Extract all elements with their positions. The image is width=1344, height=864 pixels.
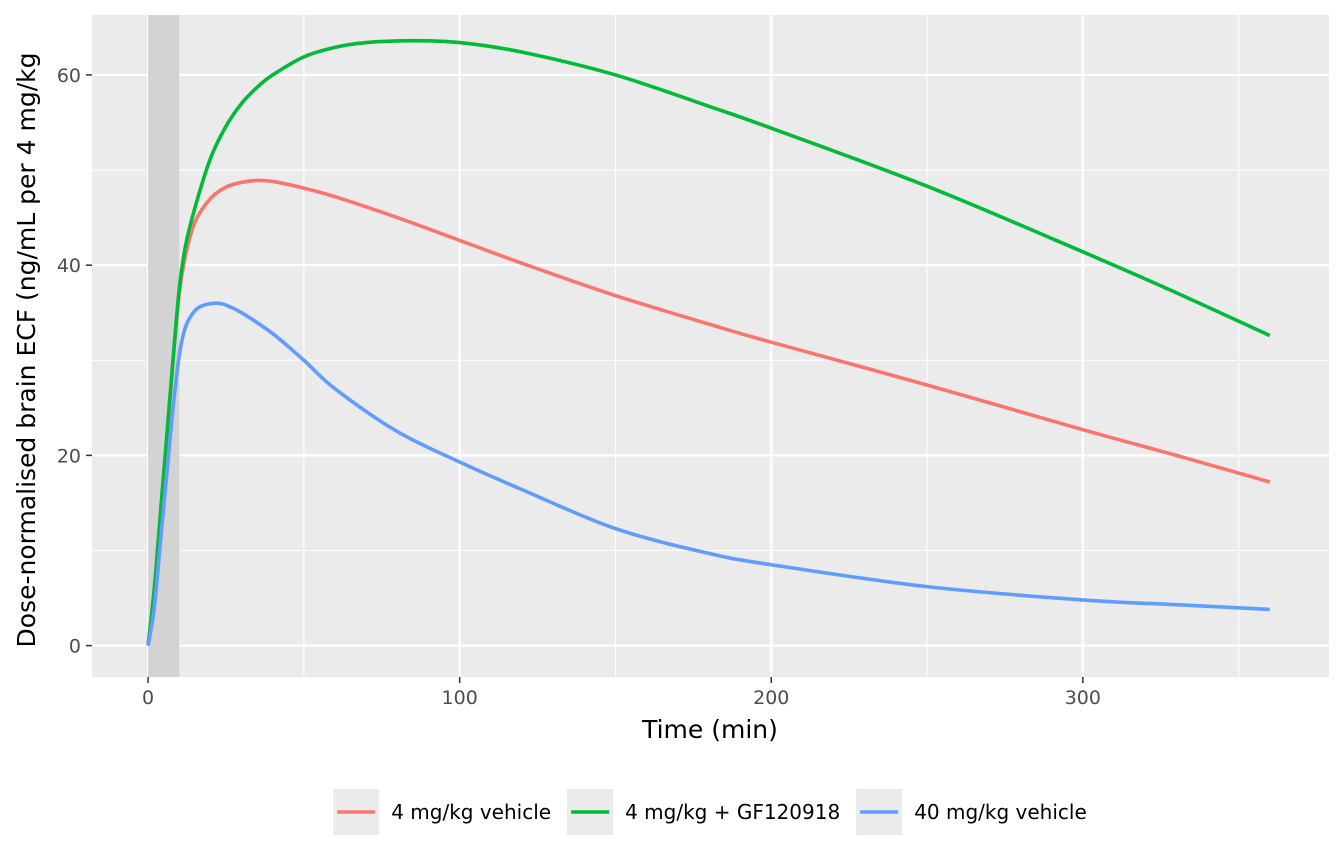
x-tick-label: 200 [753, 687, 789, 709]
y-axis-ticks: 0 20 40 60 [57, 65, 92, 658]
series-line [146, 38, 1271, 646]
y-axis-title: Dose-normalised brain ECF (ng/mL per 4 m… [12, 53, 41, 648]
x-tick-label: 100 [442, 687, 478, 709]
series-line [146, 301, 1270, 646]
x-axis-ticks: 0 100 200 300 [142, 677, 1101, 709]
minor-gridlines [92, 15, 1329, 677]
major-gridlines [92, 15, 1329, 677]
x-tick-label: 300 [1065, 687, 1101, 709]
legend-label: 40 mg/kg vehicle [914, 800, 1087, 824]
legend-label: 4 mg/kg + GF120918 [625, 800, 840, 824]
series-lines [146, 38, 1271, 646]
panel-background [92, 15, 1329, 677]
y-tick-label: 0 [69, 636, 81, 658]
x-axis-title: Time (min) [641, 715, 778, 744]
y-tick-label: 40 [57, 255, 81, 277]
x-tick-label: 0 [142, 687, 154, 709]
y-tick-label: 60 [57, 65, 81, 87]
legend: 4 mg/kg vehicle 4 mg/kg + GF120918 40 mg/k… [333, 789, 1087, 835]
y-tick-label: 20 [57, 445, 81, 467]
legend-label: 4 mg/kg vehicle [391, 800, 551, 824]
